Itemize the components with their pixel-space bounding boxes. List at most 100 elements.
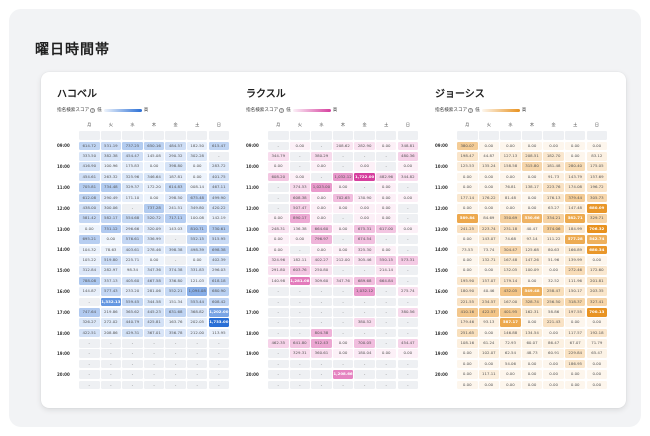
heatmap-cell[interactable]: 664.60	[311, 224, 332, 234]
heatmap-cell[interactable]: 136.38	[289, 224, 311, 234]
heatmap-cell[interactable]: 425.81	[143, 318, 165, 327]
heatmap-cell[interactable]: 0.00	[268, 235, 289, 244]
heatmap-cell[interactable]: 195.90	[457, 276, 478, 286]
heatmap-cell[interactable]: 81.48	[500, 193, 521, 203]
heatmap-cell[interactable]: 0.00	[521, 172, 543, 182]
heatmap-cell[interactable]: 680.34	[586, 245, 608, 255]
heatmap-cell[interactable]: -	[332, 235, 354, 244]
heatmap-cell[interactable]: 0.00	[478, 183, 500, 192]
heatmap-cell[interactable]: 221.55	[457, 297, 478, 307]
heatmap-cell[interactable]: -	[268, 141, 289, 151]
heatmap-cell[interactable]: 63.27	[543, 204, 564, 213]
heatmap-cell[interactable]: 309.60	[311, 276, 332, 286]
heatmap-cell[interactable]: 302.28	[186, 152, 208, 161]
heatmap-cell[interactable]: 139.99	[564, 255, 586, 265]
heatmap-cell[interactable]: 804.38	[311, 328, 332, 338]
heatmap-cell[interactable]: -	[375, 380, 397, 390]
heatmap-cell[interactable]: 145.08	[143, 152, 165, 161]
heatmap-cell[interactable]: 0.00	[521, 380, 543, 390]
heatmap-cell[interactable]: 380.52	[354, 318, 375, 327]
heatmap-cell[interactable]: 140.98	[268, 276, 289, 286]
heatmap-cell[interactable]: -	[186, 380, 208, 390]
heatmap-cell[interactable]: 291.80	[268, 266, 289, 275]
heatmap-cell[interactable]: -	[397, 359, 419, 369]
heatmap-cell[interactable]: 1,722.00	[354, 172, 375, 182]
heatmap-cell[interactable]: 336.99	[143, 235, 165, 244]
heatmap-cell[interactable]: 146.88	[500, 328, 521, 338]
heatmap-cell[interactable]: -	[332, 307, 354, 317]
heatmap-cell[interactable]: 608.20	[268, 172, 289, 182]
heatmap-cell[interactable]: 182.11	[289, 255, 311, 265]
heatmap-cell[interactable]: 0.00	[521, 318, 543, 327]
heatmap-cell[interactable]: 181.48	[543, 162, 564, 172]
heatmap-cell[interactable]: -	[289, 162, 311, 172]
heatmap-cell[interactable]: 0.00	[143, 255, 165, 265]
heatmap-cell[interactable]: 0.00	[521, 359, 543, 369]
heatmap-cell[interactable]: 617.00	[375, 224, 397, 234]
heatmap-cell[interactable]: -	[375, 287, 397, 296]
heatmap-cell[interactable]: -	[289, 318, 311, 327]
heatmap-cell[interactable]: 0.00	[500, 141, 521, 151]
heatmap-cell[interactable]: -	[165, 370, 186, 379]
heatmap-cell[interactable]: 73.53	[457, 245, 478, 255]
heatmap-cell[interactable]: 0.00	[521, 204, 543, 213]
heatmap-cell[interactable]: -	[332, 287, 354, 296]
heatmap-cell[interactable]: 402.39	[208, 255, 230, 265]
heatmap-cell[interactable]: 202.05	[186, 318, 208, 327]
heatmap-cell[interactable]: 117.57	[564, 328, 586, 338]
heatmap-cell[interactable]: 705.81	[79, 183, 100, 192]
heatmap-cell[interactable]: -	[375, 359, 397, 369]
heatmap-cell[interactable]: 344.79	[268, 152, 289, 161]
heatmap-cell[interactable]: 398.38	[165, 245, 186, 255]
heatmap-cell[interactable]: 0.00	[143, 162, 165, 172]
heatmap-cell[interactable]: -	[332, 359, 354, 369]
heatmap-cell[interactable]: 552.21	[165, 287, 186, 296]
heatmap-cell[interactable]: 0.00	[500, 370, 521, 379]
heatmap-cell[interactable]: 550.15	[375, 255, 397, 265]
heatmap-cell[interactable]: 127.13	[500, 152, 521, 161]
heatmap-cell[interactable]: -	[100, 370, 122, 379]
heatmap-cell[interactable]: -	[79, 297, 100, 307]
heatmap-cell[interactable]: 282.97	[100, 266, 122, 275]
heatmap-cell[interactable]: 91.73	[543, 172, 564, 182]
heatmap-cell[interactable]: 263.32	[100, 172, 122, 182]
heatmap-cell[interactable]: 44.87	[478, 152, 500, 161]
heatmap-cell[interactable]: 498.39	[186, 245, 208, 255]
heatmap-cell[interactable]: 737.28	[143, 204, 165, 213]
heatmap-cell[interactable]: -	[289, 328, 311, 338]
heatmap-cell[interactable]: 422.51	[79, 328, 100, 338]
heatmap-cell[interactable]: 132.71	[478, 255, 500, 265]
heatmap-cell[interactable]: 0.00	[478, 204, 500, 213]
heatmap-cell[interactable]: 737.25	[122, 141, 143, 151]
heatmap-cell[interactable]: 0.00	[457, 235, 478, 244]
heatmap-cell[interactable]: 329.31	[289, 349, 311, 359]
heatmap-cell[interactable]: 614.83	[165, 183, 186, 192]
heatmap-cell[interactable]: 0.00	[397, 162, 419, 172]
heatmap-cell[interactable]: 182.70	[543, 152, 564, 161]
heatmap-cell[interactable]: 454.61	[79, 172, 100, 182]
heatmap-cell[interactable]: 54.06	[500, 359, 521, 369]
heatmap-cell[interactable]: 172.20	[143, 183, 165, 192]
heatmap-cell[interactable]: -	[100, 349, 122, 359]
heatmap-cell[interactable]: 664.84	[375, 276, 397, 286]
heatmap-cell[interactable]: 347.76	[332, 276, 354, 286]
heatmap-cell[interactable]: -	[397, 235, 419, 244]
heatmap-cell[interactable]: 175.05	[586, 162, 608, 172]
heatmap-cell[interactable]: 74.68	[500, 235, 521, 244]
heatmap-cell[interactable]: 650.16	[143, 141, 165, 151]
heatmap-cell[interactable]: 280.40	[564, 162, 586, 172]
heatmap-cell[interactable]: 100.96	[100, 162, 122, 172]
heatmap-cell[interactable]: 0.00	[543, 380, 564, 390]
heatmap-cell[interactable]: 208.51	[521, 152, 543, 161]
heatmap-cell[interactable]: -	[397, 380, 419, 390]
heatmap-cell[interactable]: 641.80	[289, 339, 311, 348]
heatmap-cell[interactable]: 614.72	[79, 141, 100, 151]
heatmap-cell[interactable]: 608.42	[208, 297, 230, 307]
heatmap-cell[interactable]: 157.69	[586, 172, 608, 182]
heatmap-cell[interactable]	[100, 131, 122, 140]
heatmap-cell[interactable]: -	[397, 183, 419, 192]
heatmap-cell[interactable]: 734.48	[100, 183, 122, 192]
heatmap-cell[interactable]: 422.57	[478, 307, 500, 317]
heatmap-cell[interactable]: 603.76	[289, 266, 311, 275]
heatmap-cell[interactable]: -	[122, 339, 143, 348]
